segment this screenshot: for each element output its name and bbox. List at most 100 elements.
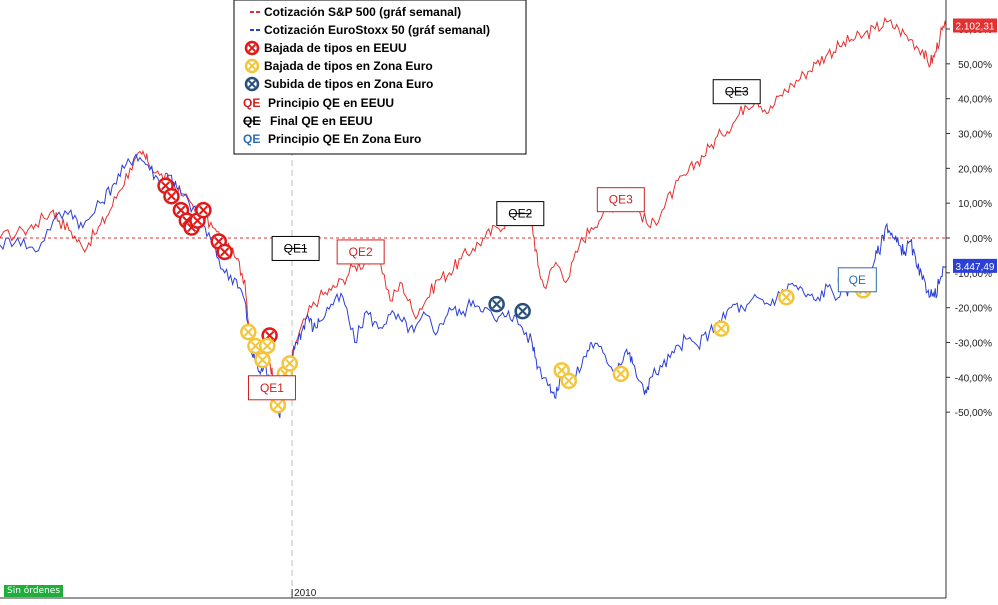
qe-label: QE3 <box>609 193 633 207</box>
last-value-label-eurostoxx: 3.447,49 <box>953 258 997 273</box>
qe-label: QE2 <box>349 245 373 259</box>
legend-label: Final QE en EEUU <box>270 114 373 128</box>
marker-cross-b <box>160 181 171 191</box>
legend-item: Bajada de tipos en EEUU <box>244 40 407 56</box>
marker-cross-b <box>250 341 260 351</box>
qe-box <box>837 267 877 293</box>
rate-cut-eu-marker <box>281 355 298 372</box>
y-tick-label: -50,00% <box>955 408 992 419</box>
legend-item: QE Principio QE En Zona Euro <box>243 132 421 146</box>
marker-cross-b <box>247 61 257 71</box>
rate-cut-us-marker <box>163 187 180 205</box>
marker-cross-b <box>781 292 791 302</box>
legend-qe-symbol: QE <box>243 96 260 110</box>
series-line-sp500 <box>0 16 947 406</box>
last-value-box <box>953 18 997 33</box>
y-tick-label: 0,00% <box>964 234 992 245</box>
legend-label: Cotización S&P 500 (gráf semanal) <box>264 5 461 19</box>
marker-cross-b <box>716 324 726 334</box>
legend-box <box>233 0 527 155</box>
qe-label: QE1 <box>260 381 284 395</box>
legend: Cotización S&P 500 (gráf semanal) Cotizac… <box>233 0 527 155</box>
last-value-box <box>953 258 997 273</box>
y-tick-label: -40,00% <box>955 373 992 384</box>
rate-hike-eu-marker <box>514 302 531 320</box>
y-tick-label: 30,00% <box>958 130 992 141</box>
rate-cut-eu-marker <box>254 351 271 369</box>
marker-cross-b <box>247 79 257 89</box>
series-line-eurostoxx <box>0 153 947 419</box>
last-value-text: 3.447,49 <box>956 262 995 273</box>
qe-annotation-start_us: QE3 <box>596 187 645 213</box>
marker-cross-b <box>176 205 186 215</box>
rate-cut-us-marker <box>195 201 212 219</box>
marker-cross-b <box>182 216 192 226</box>
marker-cross-b <box>192 216 203 226</box>
marker-cross-b <box>257 355 268 365</box>
marker-cross-b <box>220 247 230 257</box>
marker-cross-b <box>214 236 224 247</box>
y-tick-label: -10,00% <box>955 269 992 280</box>
marker-cross-b <box>247 43 257 53</box>
x-tick-label: 2010 <box>294 588 317 599</box>
rate-cut-eu-marker <box>258 337 276 355</box>
qe-annotation-start_eu: QE <box>837 267 877 293</box>
rate-hike-eu-marker <box>488 295 505 313</box>
qe-box <box>336 239 385 265</box>
rate-cut-eu-marker <box>240 323 257 341</box>
legend-label: Cotización EuroStoxx 50 (gráf semanal) <box>264 23 490 37</box>
rate-cut-eu-marker <box>560 372 578 390</box>
y-tick-label: -20,00% <box>955 304 992 315</box>
x-axis: 2010 <box>0 588 946 599</box>
legend-marker-symbol <box>244 76 260 92</box>
last-value-labels: 2.102,31 3.447,49 <box>953 18 997 273</box>
legend-label: Subida de tipos en Zona Euro <box>264 77 433 91</box>
legend-item: Cotización EuroStoxx 50 (gráf semanal) <box>250 23 490 37</box>
rate-cut-eu-marker <box>612 365 630 383</box>
marker-cross-b <box>518 306 528 316</box>
y-tick-label: 50,00% <box>958 60 992 71</box>
last-value-label-sp500: 2.102,31 <box>953 18 997 33</box>
marker-cross-b <box>273 400 283 410</box>
y-tick-label: 20,00% <box>958 164 992 175</box>
rate-cut-eu-marker <box>778 288 795 306</box>
legend-item: Bajada de tipos en Zona Euro <box>244 58 433 74</box>
qe-box <box>247 375 296 401</box>
y-tick-label: 10,00% <box>958 199 992 210</box>
y-tick-label: 40,00% <box>958 95 992 106</box>
marker-cross-b <box>564 376 574 386</box>
legend-label: Principio QE en EEUU <box>268 96 394 110</box>
marker-cross-b <box>492 299 502 309</box>
legend-label: Principio QE En Zona Euro <box>268 132 421 146</box>
qe-annotations-layer: QE1 QE1 QE2 QE2 QE3 QE3 QE <box>247 79 877 401</box>
qe-annotation-end_us: QE2 <box>496 201 545 227</box>
qe-annotation-end_us: QE3 <box>712 79 761 105</box>
y-tick-label: -30,00% <box>955 339 992 350</box>
legend-item: Cotización S&P 500 (gráf semanal) <box>250 5 461 19</box>
qe-label: QE <box>849 273 866 287</box>
rate-cut-us-marker <box>216 243 233 261</box>
legend-item: QE Final QE en EEUU <box>243 114 373 128</box>
legend-marker-symbol <box>244 40 260 56</box>
qe-annotation-start_us: QE2 <box>336 239 385 265</box>
status-badge: Sin órdenes <box>4 585 64 597</box>
legend-label: Bajada de tipos en Zona Euro <box>264 59 433 73</box>
qe-annotation-start_us: QE1 <box>247 375 296 401</box>
marker-cross-b <box>166 191 177 201</box>
qe-box <box>596 187 645 213</box>
qe-box <box>712 79 761 105</box>
marker-cross-b <box>198 205 208 215</box>
rate-cut-eu-marker <box>269 396 287 414</box>
qe-annotation-end_us: QE1 <box>271 235 320 261</box>
legend-marker-symbol <box>244 58 260 74</box>
y-axis: 60,00%50,00%40,00%30,00%20,00%10,00%0,00… <box>945 0 992 598</box>
legend-item: QE Principio QE en EEUU <box>243 96 394 110</box>
marker-cross-b <box>285 358 295 368</box>
legend-label: Bajada de tipos en EEUU <box>264 41 407 55</box>
rate-cut-eu-marker <box>713 320 730 337</box>
marker-cross-b <box>262 341 272 351</box>
marker-cross-b <box>557 365 567 375</box>
marker-cross-b <box>616 369 626 379</box>
